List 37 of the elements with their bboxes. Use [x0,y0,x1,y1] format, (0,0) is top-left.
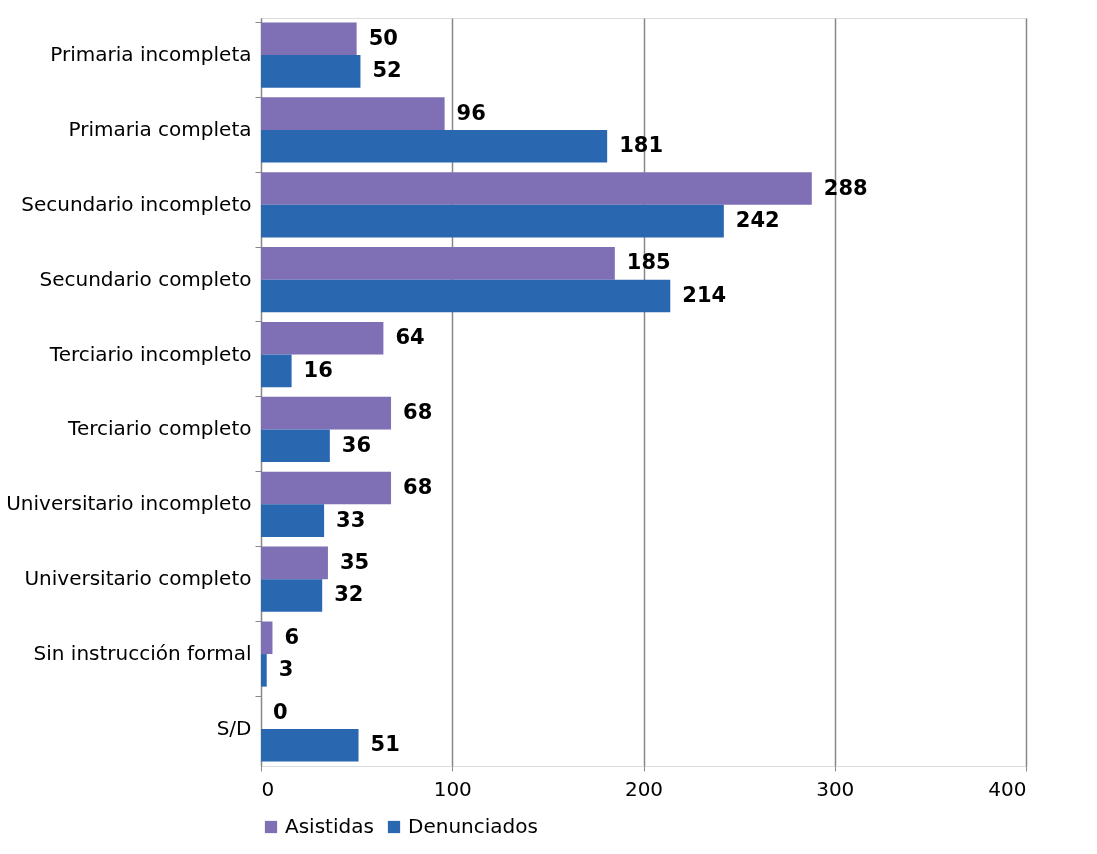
data-label: 181 [619,133,664,158]
data-label: 36 [341,432,372,457]
data-label: 68 [403,475,433,500]
data-label: 32 [334,582,364,607]
y-tick-label: Primaria completa [68,116,252,141]
data-label: 52 [372,58,402,83]
y-tick-label: Sin instrucción formal [33,641,252,666]
y-tick-label: Terciario incompleto [48,341,252,366]
data-label: 242 [735,208,780,233]
x-tick-label: 0 [261,776,275,801]
y-tick-label: S/D [216,715,252,740]
y-tick-label: Primaria incompleta [50,42,252,67]
data-label: 214 [682,282,727,307]
y-tick-label: Terciario completo [67,416,252,441]
data-label: 288 [823,175,868,200]
y-tick-label: Secundario incompleto [21,191,252,216]
data-label: 64 [395,325,425,350]
data-label: 96 [456,100,486,125]
data-label: 6 [284,624,300,649]
data-label: 185 [626,250,671,275]
legend-label: Asistidas [285,814,374,838]
x-tick-label: 100 [433,776,472,801]
y-tick-label: Universitario completo [24,566,252,591]
legend-label: Denunciados [408,814,538,838]
data-label: 35 [339,549,370,574]
x-tick-label: 200 [624,776,664,801]
data-label: 33 [336,507,366,532]
data-label: 0 [273,699,288,724]
x-tick-label: 300 [816,776,855,801]
x-tick-label: 400 [988,776,1027,801]
data-label: 50 [368,25,398,50]
data-label: 16 [303,357,333,382]
y-tick-label: Secundario completo [39,266,252,291]
data-label: 3 [278,657,294,682]
data-label: 68 [403,400,433,425]
y-tick-label: Universitario incompleto [6,491,252,516]
data-label: 51 [370,732,400,757]
